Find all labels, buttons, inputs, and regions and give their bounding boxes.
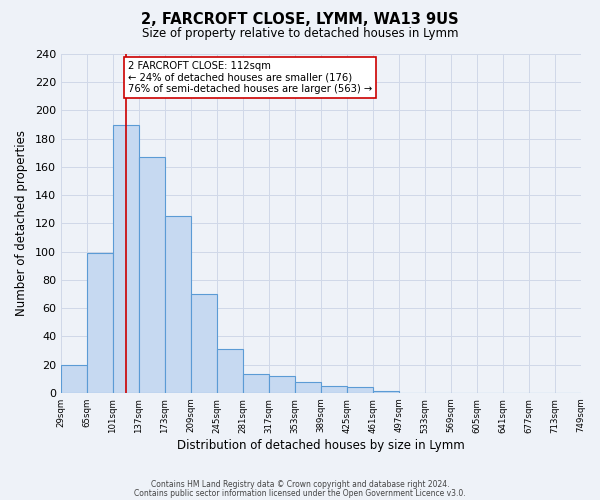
Bar [243, 374, 269, 393]
Bar [269, 376, 295, 393]
Bar [373, 392, 398, 393]
Bar [139, 157, 165, 393]
Bar [87, 253, 113, 393]
Text: Contains public sector information licensed under the Open Government Licence v3: Contains public sector information licen… [134, 488, 466, 498]
Text: Size of property relative to detached houses in Lymm: Size of property relative to detached ho… [142, 28, 458, 40]
Text: Contains HM Land Registry data © Crown copyright and database right 2024.: Contains HM Land Registry data © Crown c… [151, 480, 449, 489]
X-axis label: Distribution of detached houses by size in Lymm: Distribution of detached houses by size … [177, 440, 464, 452]
Bar [165, 216, 191, 393]
Text: 2, FARCROFT CLOSE, LYMM, WA13 9US: 2, FARCROFT CLOSE, LYMM, WA13 9US [141, 12, 459, 28]
Bar [113, 124, 139, 393]
Bar [347, 387, 373, 393]
Y-axis label: Number of detached properties: Number of detached properties [15, 130, 28, 316]
Bar [217, 349, 243, 393]
Bar [61, 364, 87, 393]
Bar [191, 294, 217, 393]
Bar [295, 382, 321, 393]
Bar [321, 386, 347, 393]
Text: 2 FARCROFT CLOSE: 112sqm
← 24% of detached houses are smaller (176)
76% of semi-: 2 FARCROFT CLOSE: 112sqm ← 24% of detach… [128, 61, 373, 94]
